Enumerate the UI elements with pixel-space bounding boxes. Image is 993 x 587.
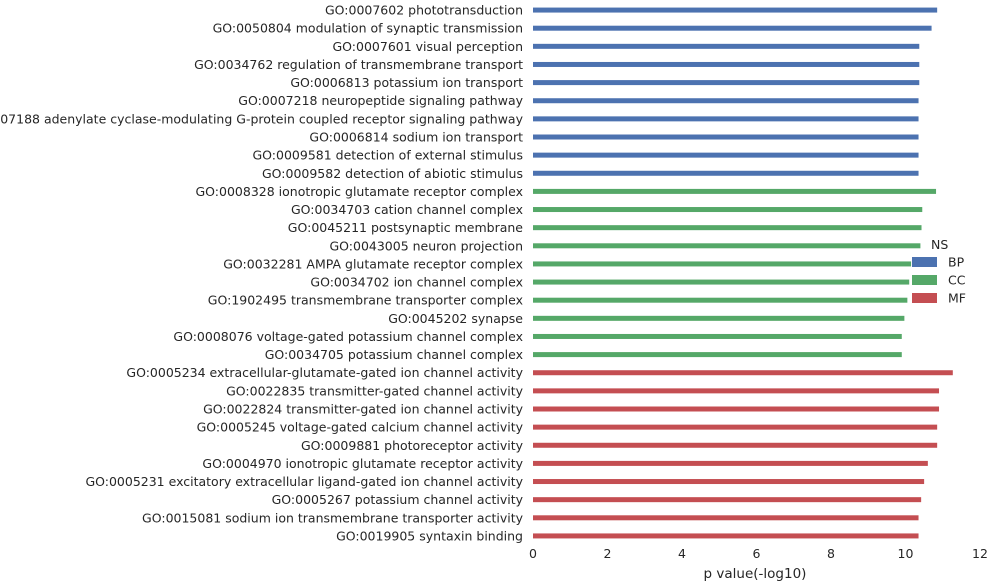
bar-18 <box>533 315 905 321</box>
category-label-4: GO:0034762 regulation of transmembrane t… <box>194 57 523 72</box>
bar-24 <box>533 424 938 430</box>
x-tick-label-12: 12 <box>972 546 988 561</box>
bar-9 <box>533 152 919 158</box>
bar-20 <box>533 352 902 358</box>
category-label-18: GO:0045202 synapse <box>388 311 523 326</box>
bar-14 <box>533 243 921 249</box>
category-label-9: GO:0009581 detection of external stimulu… <box>253 148 524 163</box>
bar-11 <box>533 188 937 194</box>
category-label-28: GO:0005267 potassium channel activity <box>272 492 524 507</box>
category-label-23: GO:0022824 transmitter-gated ion channel… <box>203 402 524 417</box>
category-label-2: GO:0050804 modulation of synaptic transm… <box>213 21 523 36</box>
bar-7 <box>533 116 919 122</box>
category-label-12: GO:0034703 cation channel complex <box>291 202 523 217</box>
bar-3 <box>533 43 920 49</box>
category-label-11: GO:0008328 ionotropic glutamate receptor… <box>196 184 524 199</box>
x-tick-label-0: 0 <box>529 546 537 561</box>
bar-13 <box>533 225 922 231</box>
x-tick-label-4: 4 <box>678 546 686 561</box>
bar-21 <box>533 370 953 376</box>
category-label-25: GO:0009881 photoreceptor activity <box>301 438 524 453</box>
x-axis-ticks: 0 2 4 6 8 10 12 <box>529 546 988 561</box>
bar-23 <box>533 406 940 412</box>
bar-5 <box>533 80 920 86</box>
bar-19 <box>533 333 902 339</box>
category-label-19: GO:0008076 voltage-gated potassium chann… <box>173 329 523 344</box>
bar-1 <box>533 7 938 13</box>
bar-17 <box>533 297 908 303</box>
category-label-30: GO:0019905 syntaxin binding <box>336 528 523 543</box>
category-label-21: GO:0005234 extracellular-glutamate-gated… <box>126 365 523 380</box>
legend-swatch-mf <box>912 293 937 303</box>
category-label-14: GO:0043005 neuron projection <box>329 238 523 253</box>
bar-29 <box>533 515 919 521</box>
bar-4 <box>533 61 920 67</box>
category-label-17: GO:1902495 transmembrane transporter com… <box>208 293 523 308</box>
legend-label-mf: MF <box>948 291 966 306</box>
bar-22 <box>533 388 940 394</box>
category-label-15: GO:0032281 AMPA glutamate receptor compl… <box>223 256 523 271</box>
category-label-24: GO:0005245 voltage-gated calcium channel… <box>197 420 524 435</box>
category-label-1: GO:0007602 phototransduction <box>325 3 523 18</box>
category-label-20: GO:0034705 potassium channel complex <box>265 347 523 362</box>
category-label-6: GO:0007218 neuropeptide signaling pathwa… <box>238 93 523 108</box>
category-labels: GO:0007602 phototransduction GO:0050804 m… <box>0 3 524 544</box>
category-label-3: GO:0007601 visual perception <box>332 39 523 54</box>
category-label-22: GO:0022835 transmitter-gated channel act… <box>226 383 523 398</box>
bar-25 <box>533 442 938 448</box>
bars <box>533 7 953 539</box>
category-label-13: GO:0045211 postsynaptic membrane <box>288 220 524 235</box>
legend-swatch-bp <box>912 257 937 267</box>
x-tick-label-8: 8 <box>827 546 835 561</box>
category-label-10: GO:0009582 detection of abiotic stimulus <box>262 166 523 181</box>
legend-label-cc: CC <box>948 273 966 288</box>
category-label-8: GO:0006814 sodium ion transport <box>309 130 523 145</box>
legend-swatch-cc <box>912 275 937 285</box>
legend-label-bp: BP <box>948 255 965 270</box>
bar-6 <box>533 98 919 104</box>
legend-title: NS <box>931 237 948 252</box>
bar-10 <box>533 170 919 176</box>
bar-26 <box>533 460 928 466</box>
bar-2 <box>533 25 932 31</box>
bar-15 <box>533 261 912 267</box>
bar-27 <box>533 479 925 485</box>
category-label-16: GO:0034702 ion channel complex <box>310 275 523 290</box>
x-axis-label: p value(-log10) <box>704 566 807 582</box>
bar-30 <box>533 533 919 539</box>
category-label-27: GO:0005231 excitatory extracellular liga… <box>85 474 523 489</box>
bar-12 <box>533 207 923 213</box>
x-tick-label-2: 2 <box>604 546 612 561</box>
x-tick-label-6: 6 <box>753 546 761 561</box>
category-label-5: GO:0006813 potassium ion transport <box>290 75 523 90</box>
bar-8 <box>533 134 919 140</box>
category-label-29: GO:0015081 sodium ion transmembrane tran… <box>142 510 524 525</box>
category-label-7: GO:0007188 adenylate cyclase-modulating … <box>0 111 524 126</box>
bar-28 <box>533 497 922 503</box>
x-tick-label-10: 10 <box>898 546 914 561</box>
category-label-26: GO:0004970 ionotropic glutamate receptor… <box>202 456 523 471</box>
bar-16 <box>533 279 910 285</box>
